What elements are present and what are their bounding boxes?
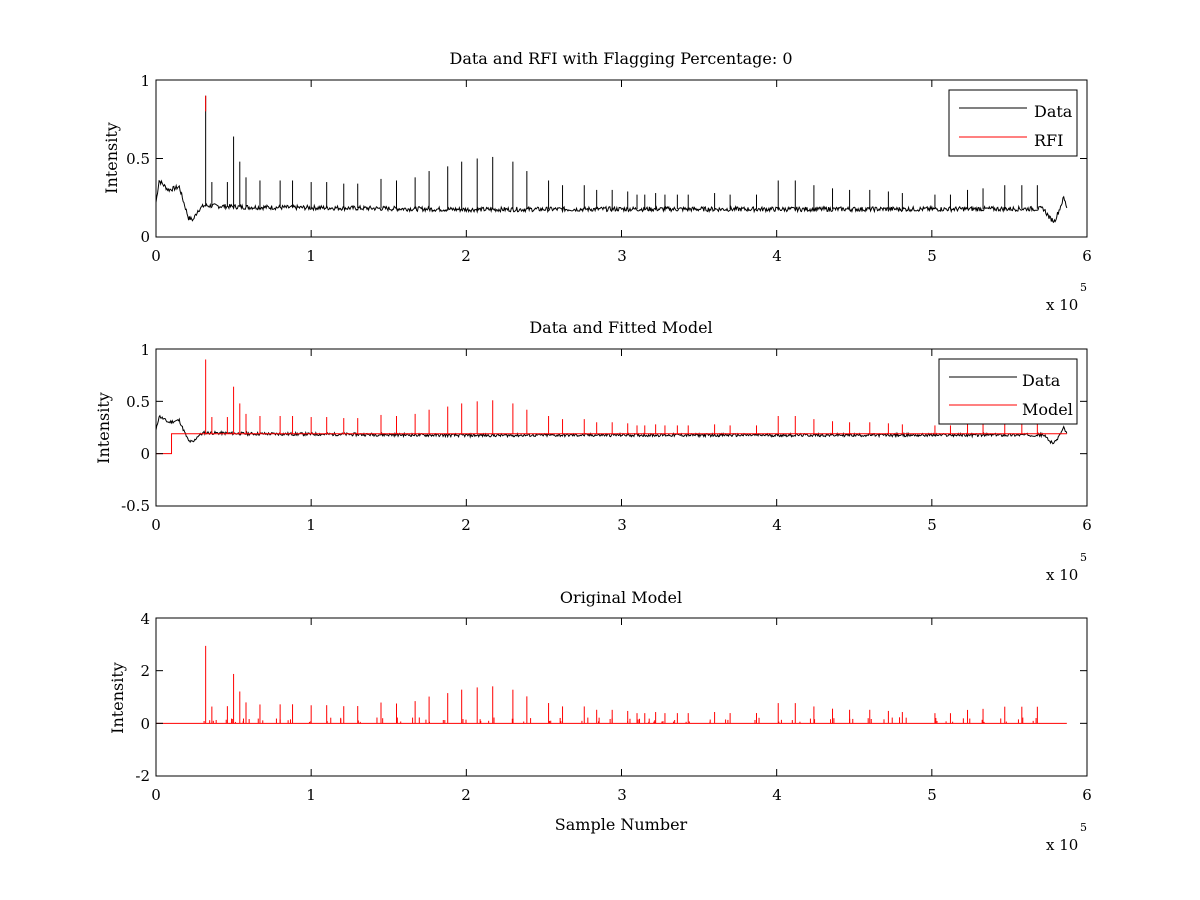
x-tick-label: 3 — [617, 786, 627, 804]
y-tick-label: 2 — [140, 662, 150, 680]
panel-1-axes-box — [155, 79, 1088, 238]
exponent-power: 5 — [1080, 821, 1087, 834]
y-tick-label: 0 — [140, 228, 150, 246]
panel-original-model: Original Model 0 1 2 3 4 5 6 -2 0 2 4 In… — [108, 588, 1092, 854]
panel-data-model: Data and Fitted Model 0 1 2 3 4 5 6 -0.5… — [94, 318, 1092, 584]
exponent-power: 5 — [1080, 551, 1087, 564]
y-tick-label: 1 — [140, 341, 150, 359]
exponent-power: 5 — [1080, 281, 1087, 294]
exponent-prefix: x 10 — [1046, 296, 1078, 314]
legend-label-model: Model — [1022, 400, 1073, 419]
y-tick-label: 0.5 — [126, 393, 150, 411]
x-tick-label: 2 — [461, 516, 471, 534]
data-series-line — [155, 179, 1068, 224]
y-tick-label: 0.5 — [126, 150, 150, 168]
x-tick-label: 4 — [772, 516, 782, 534]
panel-1-lines — [155, 79, 1088, 238]
x-tick-label: 2 — [461, 247, 471, 265]
panel-2-axes-box — [155, 348, 1088, 507]
y-tick-label: -2 — [135, 767, 150, 785]
panel-3-x-axis-label: Sample Number — [555, 815, 688, 834]
panel-2-x-exponent: x 10 5 — [1046, 551, 1087, 584]
panel-1-y-axis-label: Intensity — [102, 122, 121, 194]
x-tick-label: 4 — [772, 247, 782, 265]
panel-2-legend: Data Model — [938, 358, 1078, 425]
x-tick-label: 0 — [151, 516, 161, 534]
legend-label-rfi: RFI — [1034, 131, 1063, 150]
panel-3-lines — [155, 617, 1088, 777]
panel-2-y-axis-label: Intensity — [94, 392, 113, 464]
x-tick-label: 5 — [927, 247, 937, 265]
panel-2-title: Data and Fitted Model — [529, 318, 712, 337]
x-tick-label: 1 — [306, 786, 316, 804]
panel-1-legend: Data RFI — [948, 89, 1078, 157]
x-tick-label: 1 — [306, 247, 316, 265]
y-tick-label: 4 — [140, 610, 150, 628]
model-series-line — [156, 433, 1067, 455]
x-tick-label: 5 — [927, 786, 937, 804]
x-tick-label: 2 — [461, 786, 471, 804]
panel-3-y-axis-label: Intensity — [108, 662, 127, 734]
legend-box — [938, 358, 1078, 425]
panel-3-y-ticks: -2 0 2 4 — [135, 610, 150, 785]
panel-3-axes-box — [155, 617, 1088, 777]
panel-3-x-exponent: x 10 5 — [1046, 821, 1087, 854]
legend-label-data: Data — [1034, 102, 1073, 121]
panel-1-x-exponent: x 10 5 — [1046, 281, 1087, 314]
panel-2-plot-area — [155, 348, 1088, 507]
x-tick-label: 5 — [927, 516, 937, 534]
panel-1-x-ticks: 0 1 2 3 4 5 6 — [151, 247, 1092, 265]
exponent-prefix: x 10 — [1046, 566, 1078, 584]
exponent-prefix: x 10 — [1046, 836, 1078, 854]
x-tick-label: 6 — [1082, 786, 1092, 804]
x-tick-label: 0 — [151, 786, 161, 804]
y-tick-label: 0 — [140, 445, 150, 463]
x-tick-label: 6 — [1082, 247, 1092, 265]
x-tick-label: 3 — [617, 516, 627, 534]
legend-box — [948, 89, 1078, 157]
y-tick-label: 1 — [140, 72, 150, 90]
panel-2-x-ticks: 0 1 2 3 4 5 6 — [151, 516, 1092, 534]
panel-3-x-ticks: 0 1 2 3 4 5 6 — [151, 786, 1092, 804]
x-tick-label: 0 — [151, 247, 161, 265]
panel-1-title: Data and RFI with Flagging Percentage: 0 — [449, 49, 792, 68]
y-tick-label: 0 — [140, 715, 150, 733]
x-tick-label: 6 — [1082, 516, 1092, 534]
legend-label-data: Data — [1022, 371, 1061, 390]
x-tick-label: 4 — [772, 786, 782, 804]
x-tick-label: 1 — [306, 516, 316, 534]
panel-3-plot-area — [155, 617, 1088, 777]
panel-3-title: Original Model — [560, 588, 682, 607]
x-tick-label: 3 — [617, 247, 627, 265]
y-tick-label: -0.5 — [121, 497, 150, 515]
panel-1-plot-area — [155, 79, 1088, 238]
panel-2-y-ticks: -0.5 0 0.5 1 — [121, 341, 150, 515]
panel-1-y-ticks: 0 0.5 1 — [126, 72, 150, 246]
panel-data-rfi: Data and RFI with Flagging Percentage: 0… — [102, 49, 1092, 314]
